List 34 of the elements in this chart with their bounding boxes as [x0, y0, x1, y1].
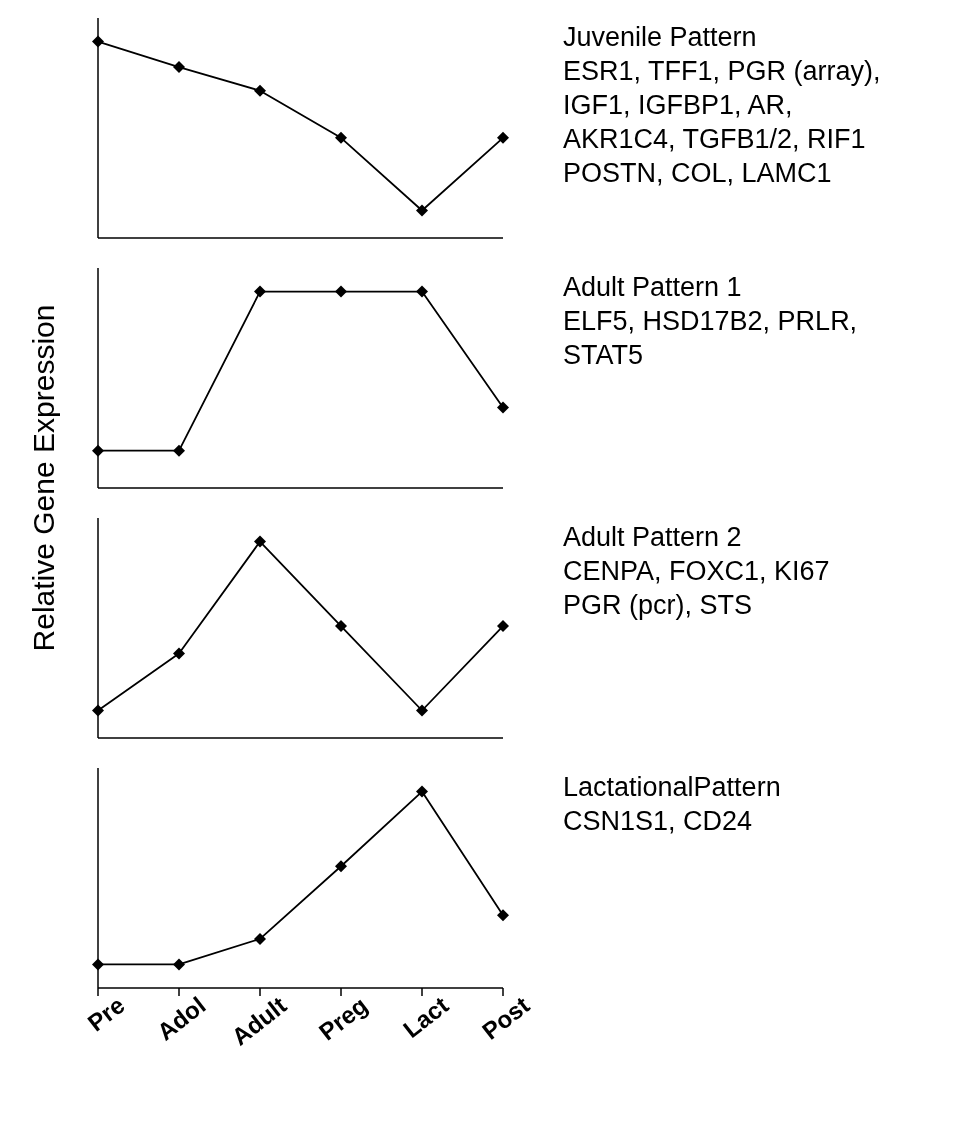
text: Adult Pattern 1 [563, 272, 742, 302]
text: IGF1, IGFBP1, AR, [563, 90, 793, 120]
point [173, 61, 185, 74]
text: POSTN, COL, LAMC1 [563, 158, 832, 188]
point [335, 860, 347, 873]
x-tick-label: Lact [397, 990, 454, 1043]
point [416, 785, 428, 798]
point [92, 958, 104, 971]
text: AKR1C4, TGFB1/2, RIF1 [563, 124, 866, 154]
text: Adult Pattern 2 [563, 522, 742, 552]
point [173, 647, 185, 660]
text: ELF5, HSD17B2, PRLR, [563, 306, 858, 336]
point [416, 204, 428, 217]
text: CSN1S1, CD24 [563, 806, 753, 836]
text: Juvenile Pattern [563, 22, 757, 52]
text: CENPA, FOXC1, KI67 [563, 556, 830, 586]
point [497, 131, 509, 144]
point [254, 84, 266, 97]
text: PGR (pcr), STS [563, 590, 753, 620]
text: STAT5 [563, 340, 644, 370]
point [173, 958, 185, 971]
point [92, 704, 104, 717]
point [497, 620, 509, 633]
point [254, 932, 266, 945]
y-axis-title: Relative Gene Expression [27, 304, 61, 652]
point [497, 909, 509, 922]
point [416, 704, 428, 717]
point [92, 35, 104, 48]
point [254, 535, 266, 548]
text: LactationalPattern [563, 772, 781, 802]
x-tick-label: Pre [82, 990, 130, 1037]
point [335, 620, 347, 633]
point [335, 131, 347, 144]
text: ESR1, TFF1, PGR (array), [563, 56, 881, 86]
